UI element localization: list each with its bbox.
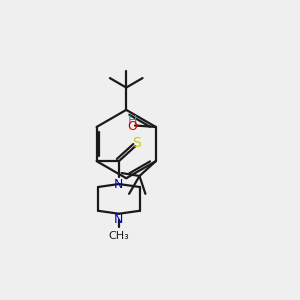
Text: N: N (114, 214, 124, 226)
Text: H: H (128, 114, 137, 127)
Text: N: N (114, 178, 124, 191)
Text: CH₃: CH₃ (109, 231, 129, 241)
Text: O: O (128, 120, 138, 133)
Text: S: S (132, 136, 141, 150)
